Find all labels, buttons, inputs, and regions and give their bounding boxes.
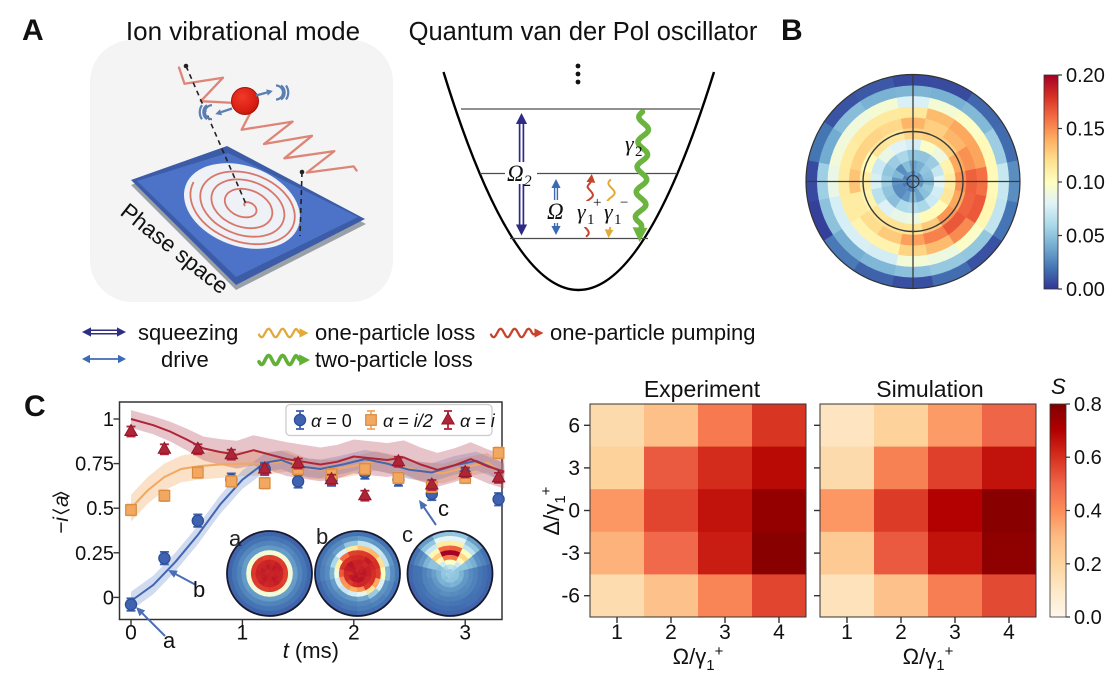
svg-text:1: 1 xyxy=(841,621,853,644)
svg-text:α = i/2: α = i/2 xyxy=(383,411,433,431)
svg-text:S: S xyxy=(1051,374,1066,399)
svg-text:0.75: 0.75 xyxy=(75,454,114,476)
svg-text:c: c xyxy=(438,496,449,521)
svg-text:1: 1 xyxy=(237,622,249,645)
svg-text:a: a xyxy=(163,628,176,653)
svg-text:α = i: α = i xyxy=(460,411,496,431)
svg-text:one-particle pumping: one-particle pumping xyxy=(550,320,755,345)
svg-text:2: 2 xyxy=(665,621,677,644)
svg-text:0.8: 0.8 xyxy=(1074,394,1102,416)
svg-text:Simulation: Simulation xyxy=(876,376,983,402)
svg-text:γ: γ xyxy=(604,199,614,224)
svg-text:0.4: 0.4 xyxy=(1074,501,1102,523)
svg-text:Quantum van der Pol oscillator: Quantum van der Pol oscillator xyxy=(409,18,758,46)
svg-text:c: c xyxy=(402,522,413,547)
svg-text:-6: -6 xyxy=(561,585,580,608)
svg-text:2: 2 xyxy=(635,144,643,160)
svg-text:0: 0 xyxy=(125,622,137,645)
svg-text:-3: -3 xyxy=(561,542,580,565)
svg-text:3: 3 xyxy=(459,622,471,645)
svg-text:2: 2 xyxy=(895,621,907,644)
svg-text:0.15: 0.15 xyxy=(1066,119,1105,141)
svg-text:a: a xyxy=(229,526,242,551)
svg-text:3: 3 xyxy=(719,621,731,644)
svg-text:1: 1 xyxy=(614,212,622,228)
svg-text:b: b xyxy=(193,577,205,602)
svg-text:−i: −i xyxy=(50,516,73,534)
svg-text:squeezing: squeezing xyxy=(138,320,238,345)
svg-text:a: a xyxy=(50,495,73,507)
svg-text:Ω: Ω xyxy=(547,199,564,224)
svg-text:0.25: 0.25 xyxy=(75,543,114,565)
svg-text:1: 1 xyxy=(587,212,595,228)
svg-text:drive: drive xyxy=(161,347,209,372)
svg-text:0.05: 0.05 xyxy=(1066,226,1105,248)
svg-text:0.6: 0.6 xyxy=(1074,447,1102,469)
svg-text:0.00: 0.00 xyxy=(1066,279,1105,301)
svg-text:0.2: 0.2 xyxy=(1074,554,1102,576)
svg-text:6: 6 xyxy=(568,414,580,437)
svg-text:1: 1 xyxy=(611,621,623,644)
svg-text:2: 2 xyxy=(348,622,360,645)
svg-text:two-particle loss: two-particle loss xyxy=(315,347,473,372)
svg-text:Experiment: Experiment xyxy=(644,376,761,402)
svg-text:one-particle loss: one-particle loss xyxy=(315,320,475,345)
svg-text:1: 1 xyxy=(103,409,114,431)
svg-text:C: C xyxy=(24,390,46,423)
svg-text:0.5: 0.5 xyxy=(86,498,114,520)
svg-text:0.0: 0.0 xyxy=(1074,607,1102,629)
svg-text:−: − xyxy=(620,195,628,211)
svg-text:B: B xyxy=(781,14,803,47)
svg-text:0.20: 0.20 xyxy=(1066,65,1105,87)
svg-text:t (ms): t (ms) xyxy=(283,638,339,663)
svg-text:α = 0: α = 0 xyxy=(311,411,352,431)
svg-text:0: 0 xyxy=(568,500,580,523)
svg-text:Ion vibrational mode: Ion vibrational mode xyxy=(126,16,360,46)
svg-text:b: b xyxy=(316,524,328,549)
svg-text:A: A xyxy=(22,14,44,47)
svg-text:4: 4 xyxy=(773,621,785,644)
svg-text:3: 3 xyxy=(568,457,580,480)
svg-text:γ: γ xyxy=(625,131,635,156)
svg-text:γ: γ xyxy=(577,199,587,224)
svg-text:0.10: 0.10 xyxy=(1066,172,1105,194)
svg-text:4: 4 xyxy=(1003,621,1015,644)
svg-text:3: 3 xyxy=(949,621,961,644)
svg-text:0: 0 xyxy=(103,587,114,609)
svg-text:+: + xyxy=(593,195,601,211)
